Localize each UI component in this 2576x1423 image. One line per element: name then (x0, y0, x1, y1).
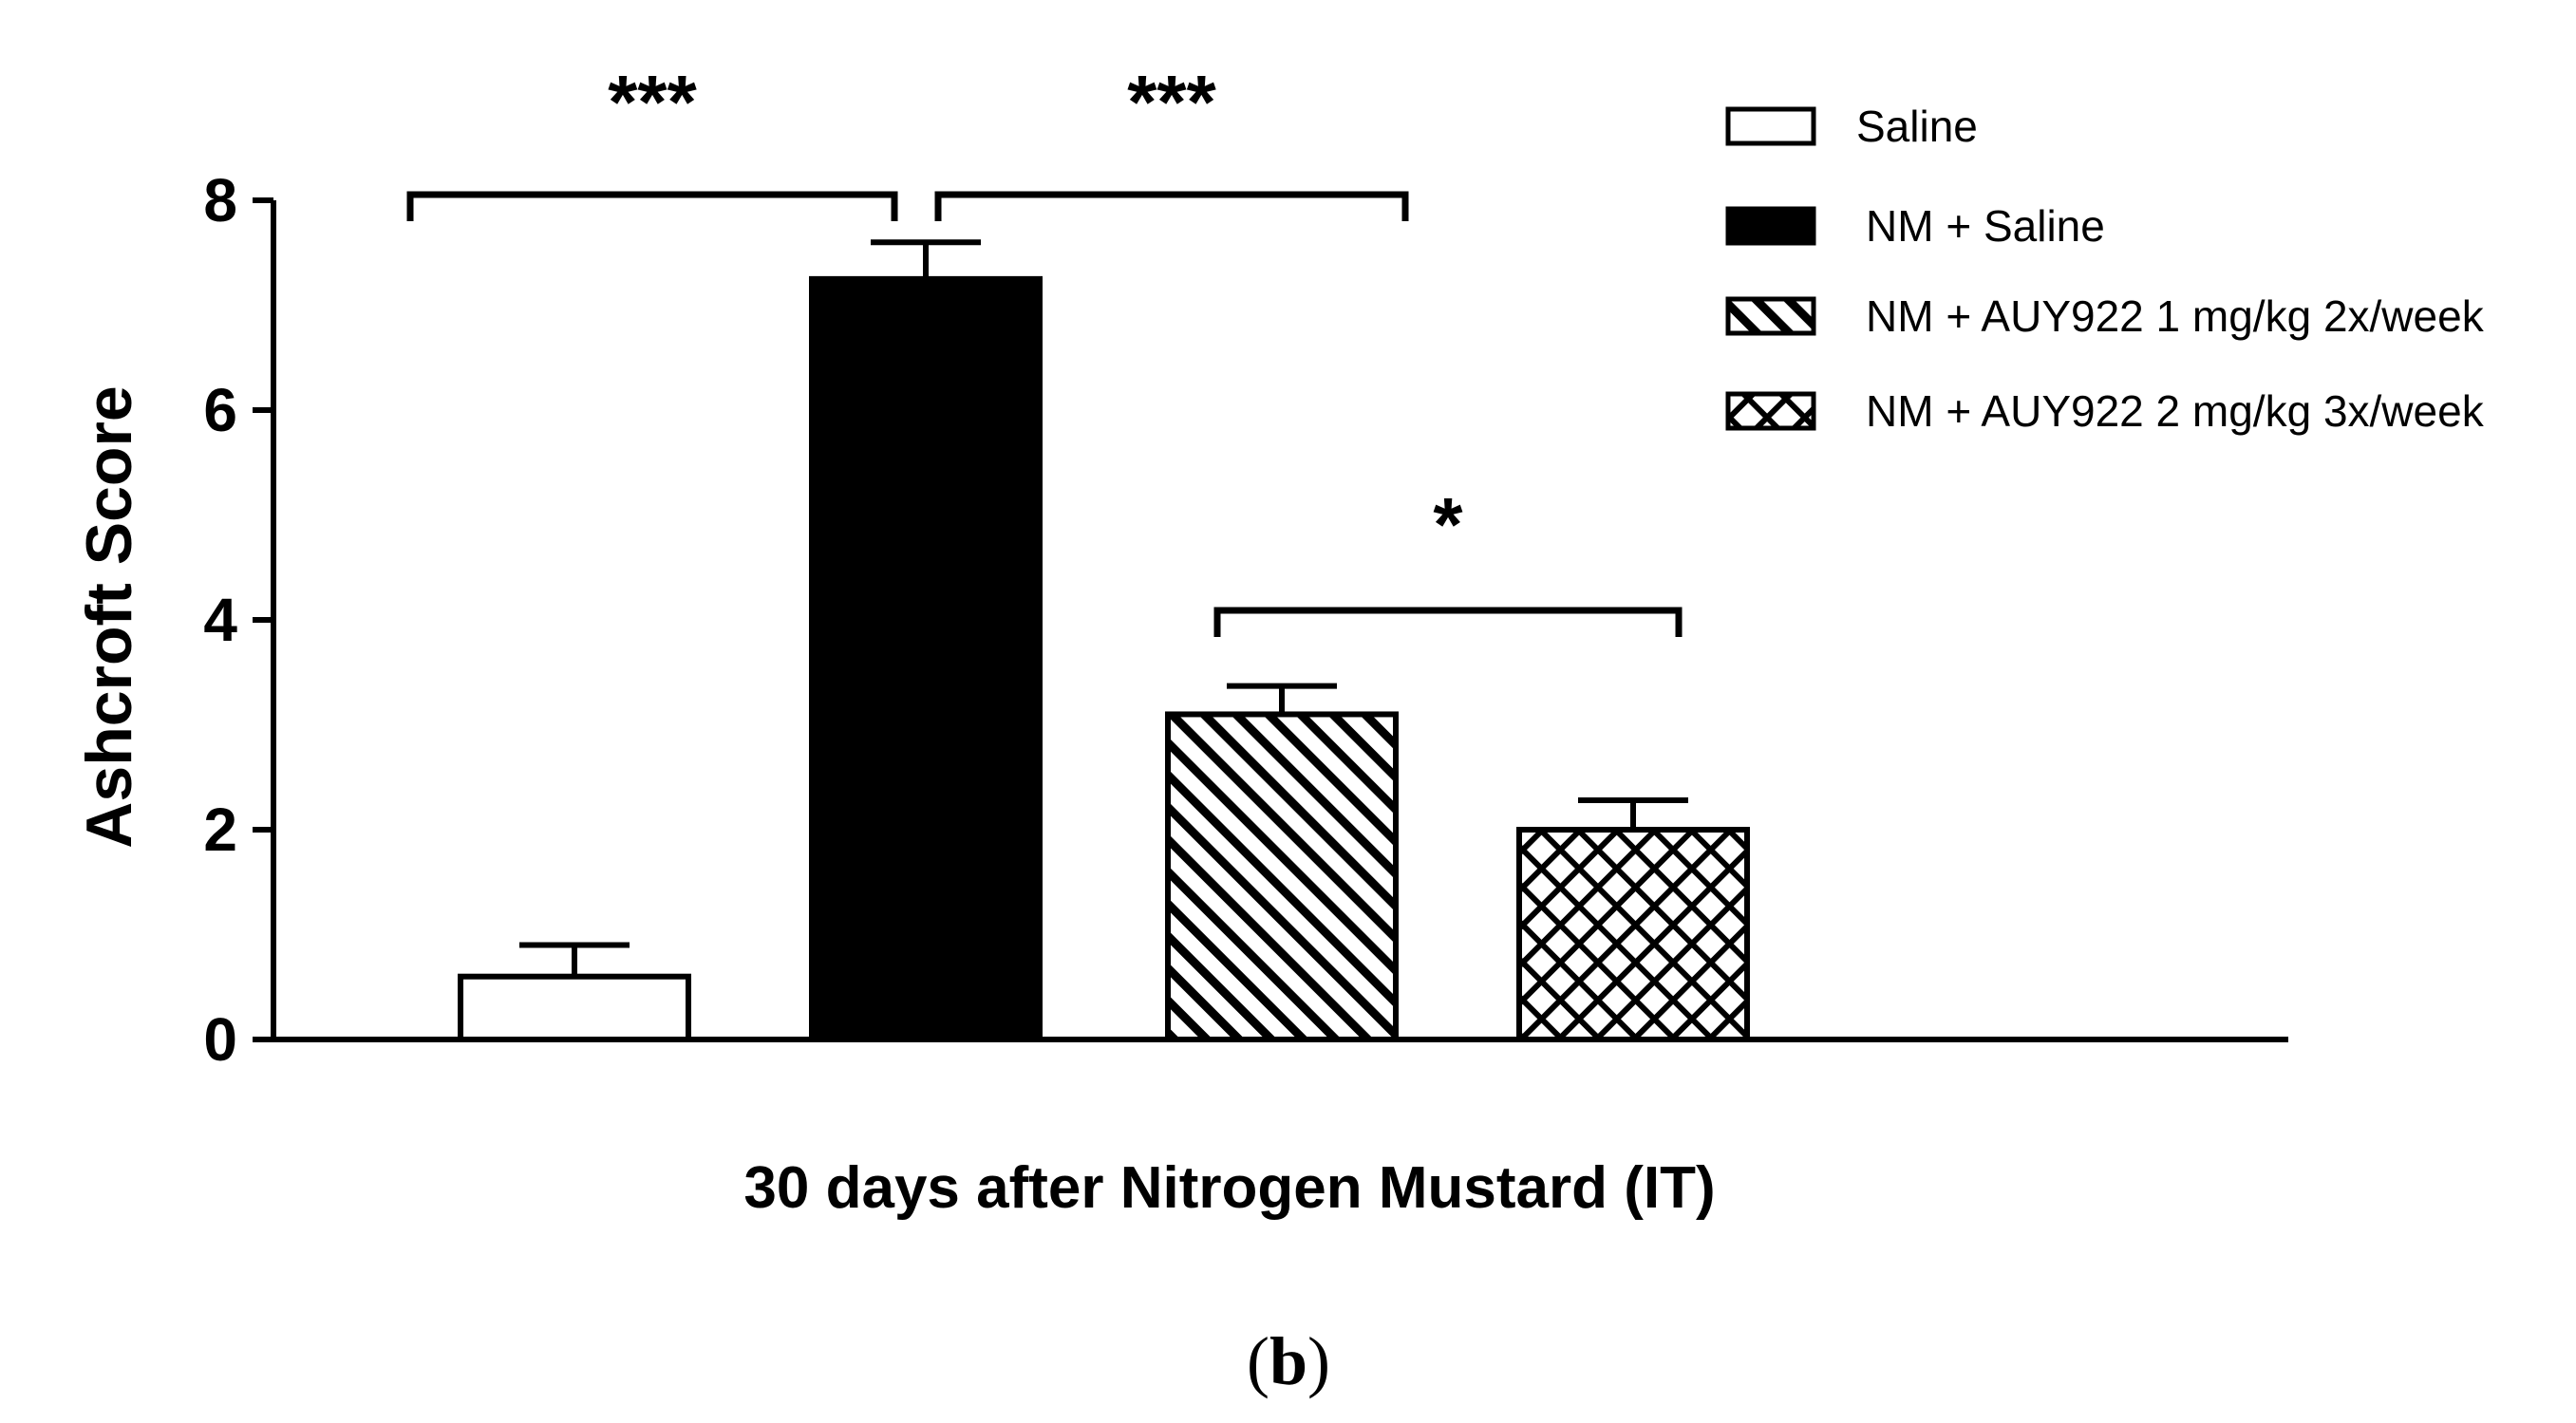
significance-label: *** (1127, 60, 1216, 144)
legend: Saline NM + Saline NM + AUY922 1 mg/kg 2x/… (1725, 102, 2485, 436)
legend-label: NM + AUY922 1 mg/kg 2x/week (1866, 291, 2485, 341)
legend-label: Saline (1856, 102, 1978, 151)
bar (1516, 827, 1750, 1042)
significance-label: * (1433, 482, 1463, 567)
panel-letter: b (1269, 1323, 1307, 1399)
y-tick-label: 0 (203, 1005, 237, 1074)
significance-bracket (1213, 607, 1683, 637)
y-tick-label: 8 (203, 166, 237, 234)
significance-brackets: *** **** (406, 60, 1683, 637)
bars (458, 239, 1750, 1042)
y-axis-label: Ashcroft Score (73, 385, 145, 848)
panel-close-paren: ) (1307, 1323, 1330, 1399)
significance-label: *** (608, 60, 697, 144)
significance-bracket (934, 191, 1409, 221)
y-tick-label: 4 (203, 586, 237, 654)
bar (1165, 711, 1399, 1042)
bar (458, 973, 691, 1042)
legend-swatch (1725, 391, 1816, 431)
y-tick-label: 6 (203, 376, 237, 444)
legend-swatch (1725, 106, 1816, 146)
bar (809, 275, 1043, 1042)
y-tick-label: 2 (203, 796, 237, 864)
legend-label: NM + AUY922 2 mg/kg 3x/week (1866, 386, 2485, 436)
legend-label: NM + Saline (1866, 201, 2105, 251)
x-axis-label: 30 days after Nitrogen Mustard (IT) (743, 1155, 1715, 1221)
panel-label: (b) (1247, 1323, 1330, 1399)
legend-swatch (1725, 206, 1816, 246)
legend-swatch (1725, 296, 1816, 336)
panel-open-paren: ( (1247, 1323, 1269, 1399)
significance-bracket (406, 191, 898, 221)
